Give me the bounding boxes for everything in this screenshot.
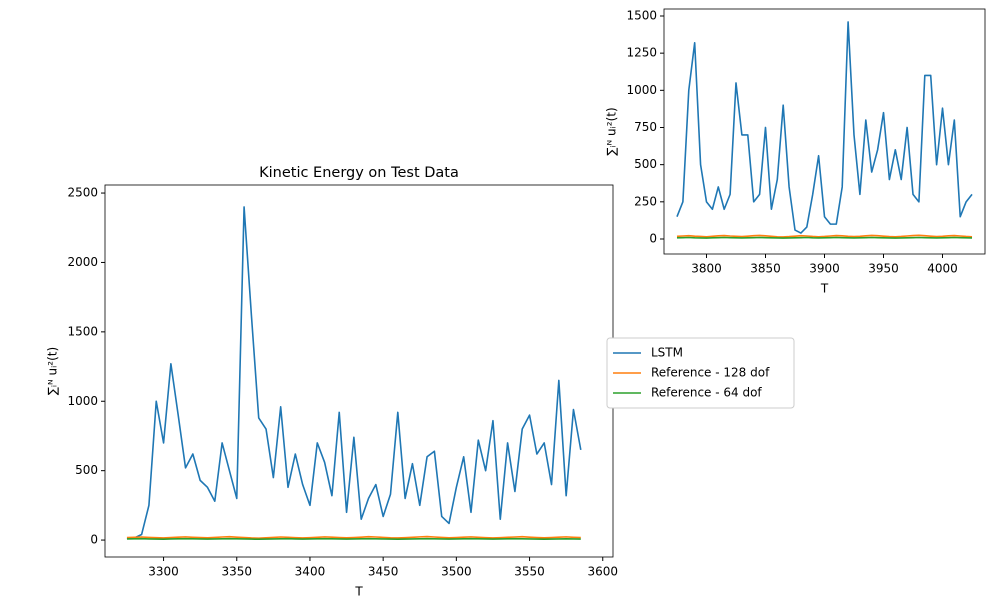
x-axis-label: T xyxy=(354,585,363,599)
x-tick-label: 3600 xyxy=(587,565,618,579)
x-tick-label: 3500 xyxy=(441,565,472,579)
y-tick-label: 1000 xyxy=(67,394,98,408)
x-tick-label: 4000 xyxy=(927,262,958,276)
line-series xyxy=(676,236,973,239)
axes: 3800 3850 3900 3950 4000 0 250 500 750 1000 1250 15… xyxy=(605,8,986,296)
line-series xyxy=(126,206,582,540)
y-tick-label: 500 xyxy=(634,157,657,171)
line-series xyxy=(126,535,581,539)
legend-label: Reference - 128 dof xyxy=(651,366,770,380)
legend-label: Reference - 64 dof xyxy=(651,386,762,400)
y-tick-label: 750 xyxy=(634,120,657,134)
y-tick-label: 0 xyxy=(649,231,657,245)
x-tick-label: 3550 xyxy=(514,565,545,579)
y-tick-label: 1000 xyxy=(626,83,657,97)
y-tick-label: 250 xyxy=(634,194,657,208)
line-series xyxy=(676,234,973,238)
y-tick-label: 0 xyxy=(90,533,98,547)
y-tick-label: 2000 xyxy=(67,255,98,269)
x-tick-label: 3850 xyxy=(750,262,781,276)
y-tick-label: 1500 xyxy=(67,324,98,338)
y-axis-label: ∑ᵢᴺ uᵢ²(t) xyxy=(605,107,619,155)
x-tick-label: 3350 xyxy=(221,565,252,579)
line-series xyxy=(676,21,973,234)
chart-title: Kinetic Energy on Test Data xyxy=(259,165,459,181)
legend-frame xyxy=(606,337,795,409)
axes: Kinetic Energy on Test Data 3300 3350 3400 3… xyxy=(46,165,619,599)
x-tick-label: 3450 xyxy=(368,565,399,579)
y-tick-label: 2500 xyxy=(67,186,98,200)
axes-frame xyxy=(663,8,986,255)
x-tick-label: 3900 xyxy=(809,262,840,276)
y-tick-label: 1500 xyxy=(626,8,657,22)
legend: LSTM Reference - 128 dof Reference - 64 do… xyxy=(606,337,795,409)
x-tick-label: 3950 xyxy=(868,262,899,276)
legend-label: LSTM xyxy=(651,346,683,360)
line-series xyxy=(126,537,581,541)
y-tick-label: 500 xyxy=(75,463,98,477)
x-axis-label: T xyxy=(820,282,829,296)
x-tick-label: 3400 xyxy=(295,565,326,579)
x-tick-label: 3800 xyxy=(691,262,722,276)
x-tick-label: 3300 xyxy=(148,565,179,579)
y-tick-label: 1250 xyxy=(626,46,657,60)
y-axis-label: ∑ᵢᴺ uᵢ²(t) xyxy=(46,347,60,395)
